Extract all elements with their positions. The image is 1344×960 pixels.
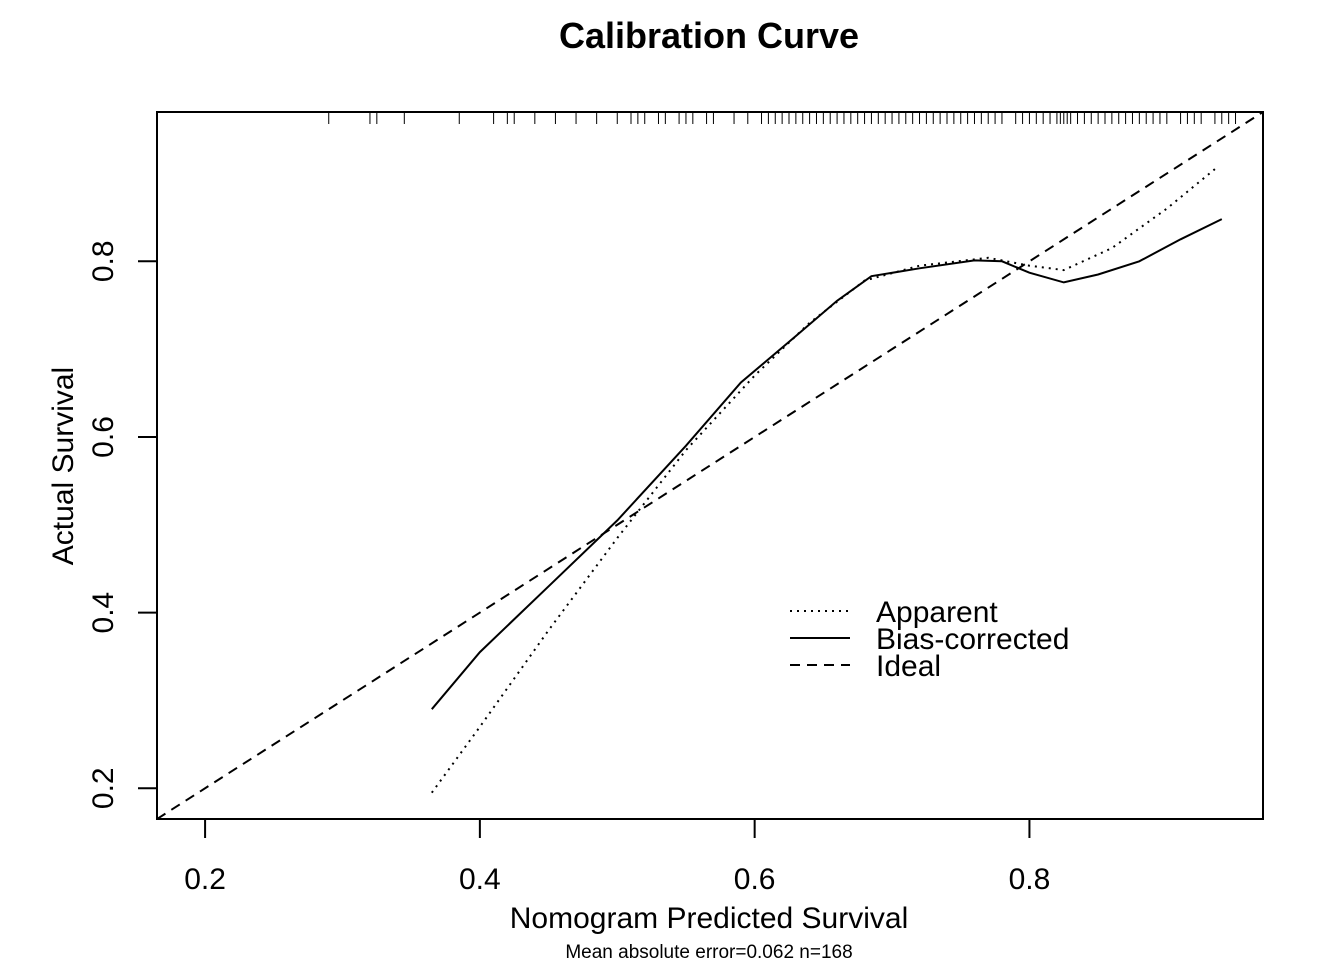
y-axis: 0.2 0.4 0.6 0.8 [87,240,158,809]
y-tick-label: 0.6 [87,416,120,458]
rug-marks [328,113,1237,124]
series-line-dashed [157,112,1263,819]
series-line-dotted [430,168,1216,794]
x-tick-label: 0.4 [459,863,501,896]
y-tick-label: 0.8 [87,240,120,282]
series-line-solid [431,218,1223,710]
series-layer [157,112,1263,819]
x-axis-label: Nomogram Predicted Survival [510,902,908,935]
x-axis: 0.2 0.4 0.6 0.8 [184,818,1051,896]
chart-title: Calibration Curve [559,15,859,56]
y-axis-label: Actual Survival [47,367,80,565]
x-tick-label: 0.6 [734,863,776,896]
y-tick-label: 0.4 [87,592,120,634]
x-tick-label: 0.2 [184,863,226,896]
legend-label: Ideal [876,650,941,683]
x-tick-label: 0.8 [1009,863,1051,896]
legend-label: Bias-corrected [876,623,1069,656]
y-tick-label: 0.2 [87,767,120,809]
footnote: Mean absolute error=0.062 n=168 [565,942,852,960]
legend-label: Apparent [876,596,998,629]
